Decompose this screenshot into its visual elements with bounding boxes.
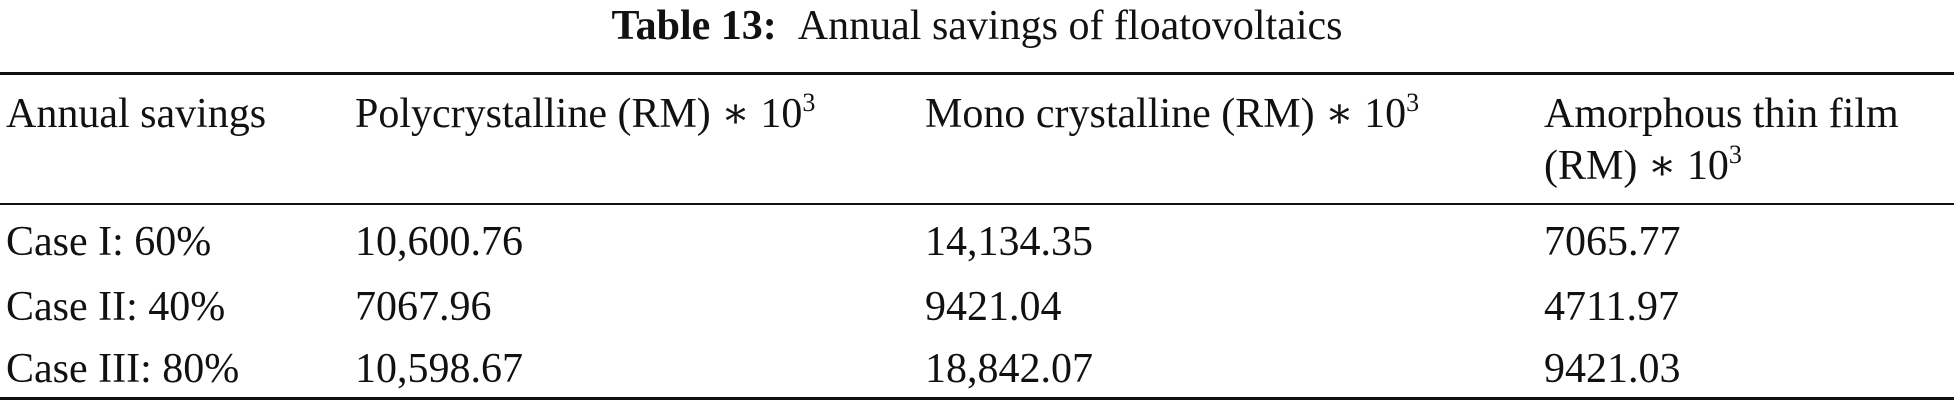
table-top-rule — [0, 72, 1954, 75]
header-polycrystalline-text: Polycrystalline (RM) ∗ 10 — [355, 91, 803, 137]
table-caption: Table 13: Annual savings of floatovoltai… — [0, 0, 1954, 52]
header-annual-savings: Annual savings — [6, 91, 267, 137]
table-cell-mono-crystalline: 14,134.35 — [925, 219, 1093, 265]
table-bottom-rule — [0, 397, 1954, 400]
table-cell-mono-crystalline: 9421.04 — [925, 284, 1062, 330]
header-mono-crystalline-text: Mono crystalline (RM) ∗ 10 — [925, 91, 1407, 137]
table-cell-case: Case I: 60% — [6, 219, 212, 265]
caption-label: Table 13: — [611, 3, 777, 49]
header-polycrystalline: Polycrystalline (RM) ∗ 103 — [355, 88, 815, 145]
header-mono-crystalline: Mono crystalline (RM) ∗ 103 — [925, 88, 1419, 145]
header-mono-crystalline-exponent: 3 — [1406, 88, 1420, 117]
table-cell-case: Case II: 40% — [6, 284, 226, 330]
table-cell-case: Case III: 80% — [6, 346, 240, 392]
caption-text: Annual savings of floatovoltaics — [797, 3, 1343, 49]
table-cell-mono-crystalline: 18,842.07 — [925, 346, 1093, 392]
table-cell-amorphous: 7065.77 — [1544, 219, 1681, 265]
table-cell-polycrystalline: 10,600.76 — [355, 219, 523, 265]
header-amorphous-text: (RM) ∗ 10 — [1544, 143, 1729, 189]
table-cell-amorphous: 9421.03 — [1544, 346, 1681, 392]
header-amorphous-exponent: 3 — [1728, 140, 1742, 169]
table-cell-amorphous: 4711.97 — [1544, 284, 1679, 330]
table-header-rule — [0, 203, 1954, 205]
header-amorphous-line2: (RM) ∗ 103 — [1544, 140, 1742, 197]
header-amorphous-line1: Amorphous thin film — [1544, 91, 1899, 137]
table-cell-polycrystalline: 7067.96 — [355, 284, 492, 330]
header-polycrystalline-exponent: 3 — [802, 88, 816, 117]
table-cell-polycrystalline: 10,598.67 — [355, 346, 523, 392]
